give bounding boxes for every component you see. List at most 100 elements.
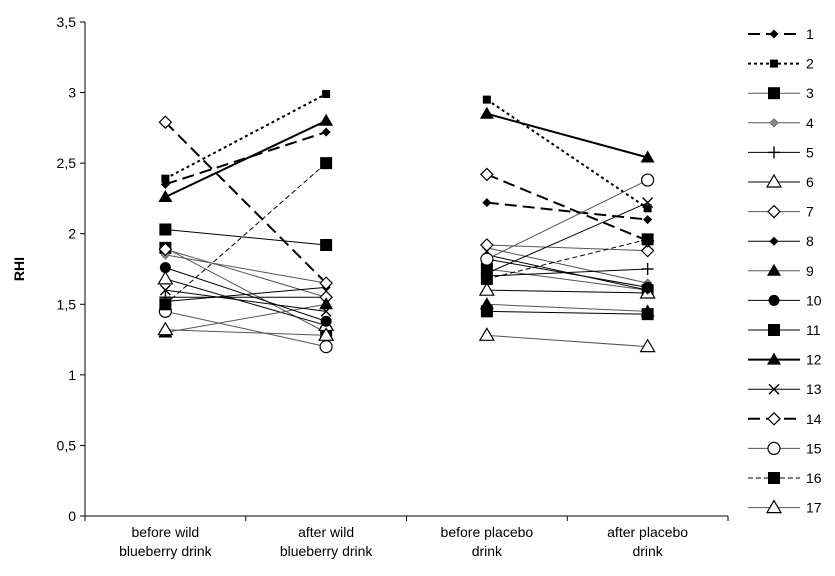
series-9-line xyxy=(486,303,648,312)
legend-label: 3 xyxy=(806,85,814,101)
y-tick-label: 2,5 xyxy=(57,155,77,171)
x-category-label-line: before wild xyxy=(132,524,200,540)
series-12-point xyxy=(319,113,334,126)
series-16-line xyxy=(165,162,327,305)
series-12-line xyxy=(164,119,327,198)
series-13-point xyxy=(642,197,654,209)
series-15-point xyxy=(319,340,333,354)
series-17 xyxy=(157,321,656,353)
legend-item: 10 xyxy=(748,292,822,308)
series-16-point xyxy=(641,233,654,246)
y-tick-label: 3,5 xyxy=(57,14,77,30)
legend-marker xyxy=(767,263,781,276)
x-category-label-line: blueberry drink xyxy=(280,543,374,559)
series-11-line xyxy=(165,228,327,246)
series-9-point xyxy=(319,297,334,310)
series-17-line xyxy=(165,329,327,336)
legend-marker xyxy=(767,441,781,455)
series-16-point xyxy=(480,272,493,285)
series-17-point xyxy=(478,327,495,341)
x-category-label-line: drink xyxy=(632,543,663,559)
marker-part xyxy=(320,305,332,317)
series-16 xyxy=(159,157,654,311)
series-13-point xyxy=(159,284,171,296)
legend-label: 16 xyxy=(806,470,822,486)
series-2-point xyxy=(322,89,331,98)
series-16-point xyxy=(159,298,172,311)
legend-label: 9 xyxy=(806,263,814,279)
legend-marker xyxy=(769,236,779,246)
series-17-point xyxy=(318,327,335,341)
series-14 xyxy=(158,115,655,290)
y-tick-label: 1 xyxy=(68,367,76,383)
series-7-point xyxy=(640,243,655,258)
series-7-line xyxy=(486,244,648,252)
legend-item: 14 xyxy=(748,411,822,427)
series-12 xyxy=(158,106,655,203)
legend-label: 7 xyxy=(806,204,814,220)
legend-label: 5 xyxy=(806,144,814,160)
series-14-point xyxy=(480,167,494,182)
legend-marker xyxy=(768,294,780,306)
series-12-point xyxy=(158,190,173,203)
series-2-line xyxy=(486,98,649,210)
series-1-point xyxy=(321,127,331,137)
legend-item: 9 xyxy=(748,263,814,279)
series-2-point xyxy=(482,95,491,104)
x-category-label-line: after wild xyxy=(298,524,354,540)
x-category-label: before wild blueberry drink xyxy=(119,524,213,559)
series-14-point xyxy=(319,276,333,290)
series-8-line xyxy=(486,254,648,291)
legend-label: 8 xyxy=(806,233,814,249)
series-7-point xyxy=(158,242,173,257)
legend-marker xyxy=(768,324,780,336)
y-axis-title: RHI xyxy=(11,257,27,281)
series-1-point xyxy=(482,198,492,208)
series-6-point xyxy=(478,281,495,296)
marker-part xyxy=(768,383,780,395)
x-category-label-line: after placebo xyxy=(607,524,688,540)
legend-item: 3 xyxy=(748,85,814,101)
series-5 xyxy=(159,263,654,304)
series-layer xyxy=(157,89,656,354)
series-9-line xyxy=(165,303,327,334)
series-3-line xyxy=(165,247,327,333)
series-16-point xyxy=(320,157,333,170)
series-6 xyxy=(157,270,656,332)
y-tick-label: 0,5 xyxy=(57,437,77,453)
series-2 xyxy=(161,89,652,213)
legend-item: 11 xyxy=(748,322,821,338)
series-16-line xyxy=(486,238,648,280)
legend-marker xyxy=(770,59,778,68)
series-14-line xyxy=(164,121,327,284)
series-7 xyxy=(158,238,655,305)
legend-item: 15 xyxy=(748,440,822,456)
legend-label: 6 xyxy=(806,174,814,190)
x-category-label: before placebo drink xyxy=(441,524,534,559)
legend-label: 13 xyxy=(806,381,822,397)
legend-item: 1 xyxy=(748,26,814,42)
series-15-line xyxy=(165,310,327,348)
series-12-point xyxy=(640,150,655,163)
legend-marker xyxy=(769,29,779,39)
series-11-point xyxy=(320,239,333,252)
x-category-label-line: before placebo xyxy=(441,524,534,540)
series-9 xyxy=(158,297,655,338)
legend-label: 17 xyxy=(806,500,822,516)
series-5-point xyxy=(641,263,654,275)
legend-marker xyxy=(768,87,780,100)
series-4-line xyxy=(486,247,648,284)
series-11 xyxy=(159,223,654,321)
series-4-line xyxy=(165,254,327,284)
series-15-point xyxy=(641,173,655,187)
series-11-line xyxy=(486,310,648,315)
series-10 xyxy=(159,253,654,327)
series-1-line xyxy=(165,131,327,186)
legend-marker xyxy=(765,173,783,188)
series-13-point xyxy=(320,305,332,317)
axes: 0 0,5 1 1,5 2 2,5 3 3,5 before wild blueberry dri… xyxy=(57,14,729,559)
series-17-point xyxy=(157,321,174,336)
series-15-line xyxy=(486,179,648,260)
